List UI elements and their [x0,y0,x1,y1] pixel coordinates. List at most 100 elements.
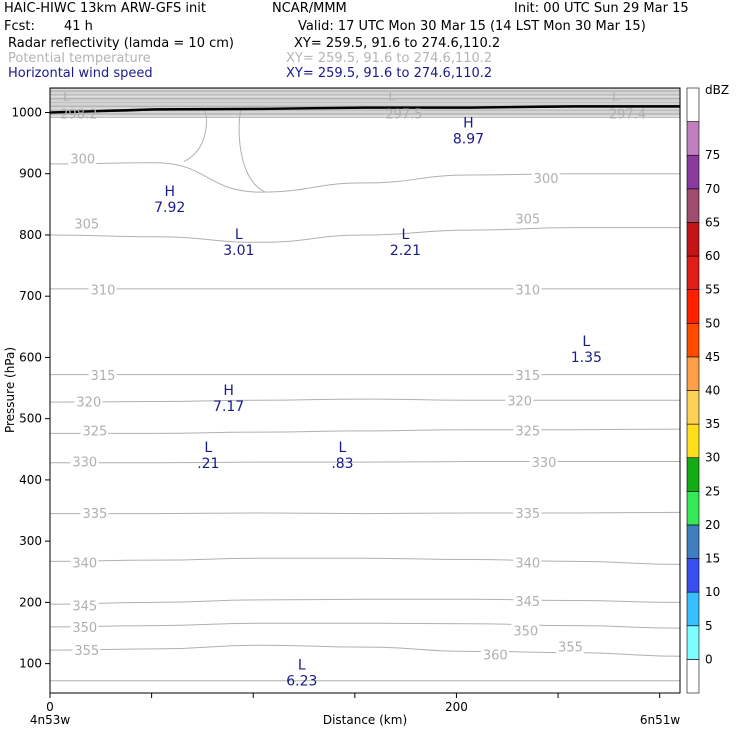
isentrope-label-bg [88,368,117,383]
isentrope-label: 345 [515,595,540,610]
isentrope-label: 335 [515,507,540,522]
isentrope-label: 325 [515,424,540,439]
isentrope-label-bg [513,368,542,383]
x-tick-label: 200 [445,700,468,714]
colorbar-swatch [686,255,700,290]
isentrope-label: 305 [74,217,99,232]
isentrope-label-bg [88,282,117,297]
field-wind-xy: XY= 259.5, 91.6 to 274.6,110.2 [286,66,493,81]
isentrope-label: 310 [91,283,116,298]
isentrope-label-bg [68,151,97,166]
colorbar-level-label: 15 [705,552,720,566]
wind-high-marker: H [463,116,474,132]
x-tick-label: 0 [46,700,54,714]
valid-time: Valid: 17 UTC Mon 30 Mar 15 (14 LST Mon … [298,19,646,34]
isentrope-label: 355 [74,644,99,659]
colorbar-level-label: 65 [705,215,720,229]
wind-extremum-value: 8.97 [453,132,484,148]
colorbar-swatch [686,625,700,660]
isentrope-label: 335 [83,507,108,522]
isentrope-340 [49,557,681,565]
plot-frame [49,87,681,694]
isentrope-label: 305 [515,212,540,227]
isentrope-label: 315 [515,369,540,384]
isentrope-335 [50,511,681,515]
y-tick-label: 800 [19,228,42,242]
colorbar-swatch [686,558,700,593]
theta-low-marker: L [63,90,71,105]
y-axis-title: Pressure (hPa) [3,347,17,433]
x-start-location: 4n53w [30,713,71,727]
y-tick-label: 300 [19,534,42,548]
isentrope-label: 350 [72,621,97,636]
isentrope-label-bg [513,211,542,226]
y-tick-label: 200 [19,595,42,609]
theta-low-value: 298.2 [60,107,97,122]
wind-low-marker: L [402,227,410,243]
forecast-hour: 41 h [64,19,93,34]
wind-extremum-value: .21 [197,456,219,472]
colorbar-swatch [686,457,700,492]
colorbar-level-label: 75 [705,148,720,162]
colorbar-swatch [686,591,700,627]
wind-low-marker: L [204,440,212,456]
x-end-location: 6n51w [640,713,681,727]
wind-low-marker: L [582,334,590,350]
theta-low-value: 297.4 [609,107,646,122]
isentrope-300 [49,162,680,193]
isentrope-label-bg [513,423,542,438]
colorbar-swatch [686,87,700,122]
isentrope-label: 360 [483,648,508,663]
colorbar-swatch [686,423,700,459]
colorbar-swatch [686,491,700,526]
isentrope-label-bg [70,454,99,469]
isentrope-fold [238,108,266,193]
y-tick-label: 500 [19,412,42,426]
isentrope-325 [49,428,681,434]
colorbar-unit: dBZ [705,83,729,97]
isentrope-label-bg [80,505,109,520]
colorbar-swatch [686,121,700,156]
isentrope-label: 350 [513,625,538,640]
colorbar-level-label: 0 [705,652,713,666]
y-tick-label: 100 [19,657,42,671]
isentrope-label: 330 [532,456,557,471]
wind-low-marker: L [339,440,347,456]
isentrope-label: 325 [83,424,108,439]
field-reflectivity-xy: XY= 259.5, 91.6 to 274.6,110.2 [294,36,501,51]
colorbar-level-label: 5 [705,619,713,633]
wind-extremum-value: 3.01 [223,243,254,259]
colorbar-swatch [686,188,700,223]
wind-low-marker: L [298,657,306,673]
y-tick-label: 1000 [11,105,42,119]
colorbar-swatch [686,390,700,425]
isentrope-label: 345 [72,599,97,614]
isentrope-label-bg [505,393,534,408]
wind-extremum-value: 7.92 [154,200,185,216]
isentrope-label-bg [556,639,585,654]
wind-extremum-value: 7.17 [213,399,244,415]
isentrope-label-bg [513,505,542,520]
isentrope-label-bg [480,647,509,662]
field-wind-name: Horizontal wind speed [8,66,153,81]
colorbar-swatch [686,524,700,559]
isentrope-label: 300 [70,152,95,167]
isentrope-label-bg [72,216,101,231]
wind-extremum-value: .83 [331,456,353,472]
isentrope-label-bg [80,423,109,438]
colorbar-level-label: 50 [705,316,720,330]
field-theta-xy: XY= 259.5, 91.6 to 274.6,110.2 [286,51,493,66]
isentrope-330 [49,461,680,464]
isentrope-label: 340 [72,557,97,572]
wind-high-marker: H [164,184,175,200]
isentrope-label-bg [72,643,101,658]
isentrope-label: 355 [558,640,583,655]
theta-low-marker: L [388,90,396,105]
isentrope-label: 315 [91,369,116,384]
isentrope-label-bg [513,555,542,570]
isentrope-355 [49,644,681,657]
colorbar-level-label: 20 [705,518,720,532]
isentrope-345 [49,598,681,605]
isentrope-fold [183,109,207,162]
